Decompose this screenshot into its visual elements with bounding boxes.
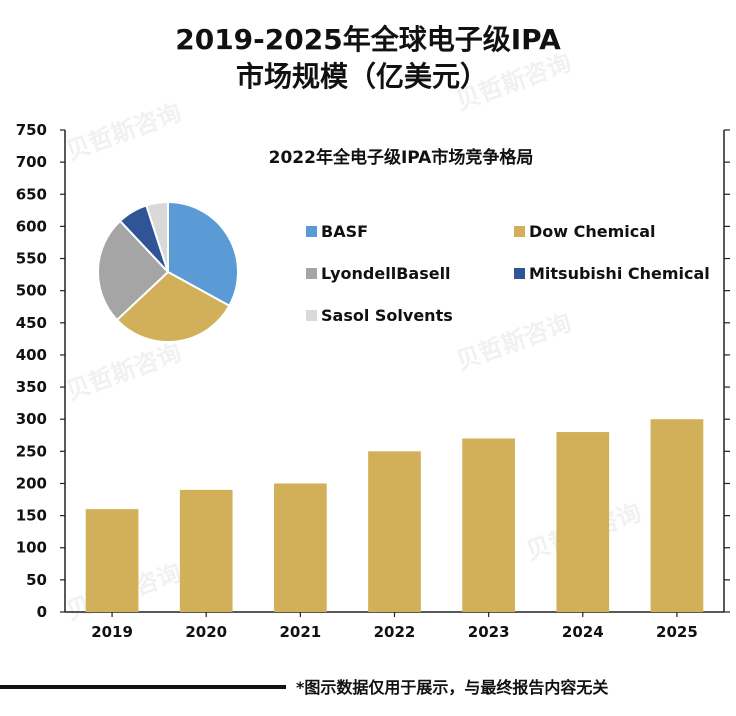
- x-tick-label: 2020: [185, 623, 227, 641]
- x-tick-label: 2022: [374, 623, 416, 641]
- y-tick-label: 100: [16, 539, 47, 557]
- legend-label: LyondellBasell: [321, 264, 451, 283]
- y-tick-label: 0: [37, 603, 47, 621]
- y-tick-label: 350: [16, 378, 47, 396]
- x-tick-label: 2025: [656, 623, 698, 641]
- bar-2023: [462, 438, 516, 612]
- legend-swatch-mitsubishi-chemical: [514, 268, 525, 279]
- y-tick-label: 550: [16, 250, 47, 268]
- x-tick-label: 2023: [468, 623, 510, 641]
- legend-swatch-sasol-solvents: [306, 310, 317, 321]
- y-tick-label: 150: [16, 507, 47, 525]
- chart-title-line2: 市场规模（亿美元）: [236, 60, 488, 93]
- legend-swatch-basf: [306, 226, 317, 237]
- x-tick-label: 2021: [279, 623, 321, 641]
- pie-legend: BASF Dow Chemical LyondellBasell Mitsubishi…: [306, 222, 710, 325]
- bar-2019: [85, 509, 139, 612]
- bar-2020: [179, 489, 233, 612]
- y-tick-label: 50: [26, 571, 47, 589]
- chart-title-line1: 2019-2025年全球电子级IPA: [175, 23, 561, 56]
- y-tick-label: 200: [16, 474, 47, 492]
- bar-2022: [368, 451, 421, 612]
- legend-label: Mitsubishi Chemical: [529, 264, 710, 283]
- pie-chart: [97, 200, 239, 343]
- pie-slice-dow-chemical: [115, 270, 231, 343]
- bar-2021: [273, 483, 327, 612]
- y-ticks: 0 50 100 150 200 250 300 350 400 450 500 550 600 650 7…: [16, 121, 65, 621]
- y-tick-label: 300: [16, 410, 47, 428]
- legend-label: BASF: [321, 222, 368, 241]
- pie-slice-sasol-solvents: [145, 200, 169, 273]
- y-tick-label: 750: [16, 121, 47, 139]
- legend-label: Dow Chemical: [529, 222, 656, 241]
- legend-swatch-dow-chemical: [514, 226, 525, 237]
- x-tick-label: 2024: [562, 623, 604, 641]
- pie-slice-lyondellbasell: [97, 219, 170, 322]
- right-axis-ticks: [724, 129, 730, 613]
- y-tick-label: 650: [16, 185, 47, 203]
- y-tick-label: 250: [16, 442, 47, 460]
- y-tick-label: 700: [16, 153, 47, 171]
- watermark-3: 贝哲斯咨询: [62, 338, 184, 405]
- bars: [85, 419, 704, 612]
- legend-swatch-lyondellbasell: [306, 268, 317, 279]
- watermark-1: 贝哲斯咨询: [62, 98, 184, 165]
- y-tick-label: 600: [16, 217, 47, 235]
- watermark-4: 贝哲斯咨询: [452, 308, 574, 375]
- y-tick-label: 400: [16, 346, 47, 364]
- y-tick-label: 450: [16, 314, 47, 332]
- pie-slice-basf: [167, 200, 239, 308]
- legend-label: Sasol Solvents: [321, 306, 453, 325]
- bar-2025: [650, 419, 704, 612]
- inset-title: 2022年全电子级IPA市场竞争格局: [269, 147, 534, 168]
- bar-2024: [556, 432, 610, 612]
- x-tick-label: 2019: [91, 623, 133, 641]
- y-tick-label: 500: [16, 282, 47, 300]
- x-ticks: 2019 2020 2021 2022 2023 2024 2025: [91, 612, 698, 641]
- footnote: *图示数据仅用于展示，与最终报告内容无关: [296, 678, 608, 697]
